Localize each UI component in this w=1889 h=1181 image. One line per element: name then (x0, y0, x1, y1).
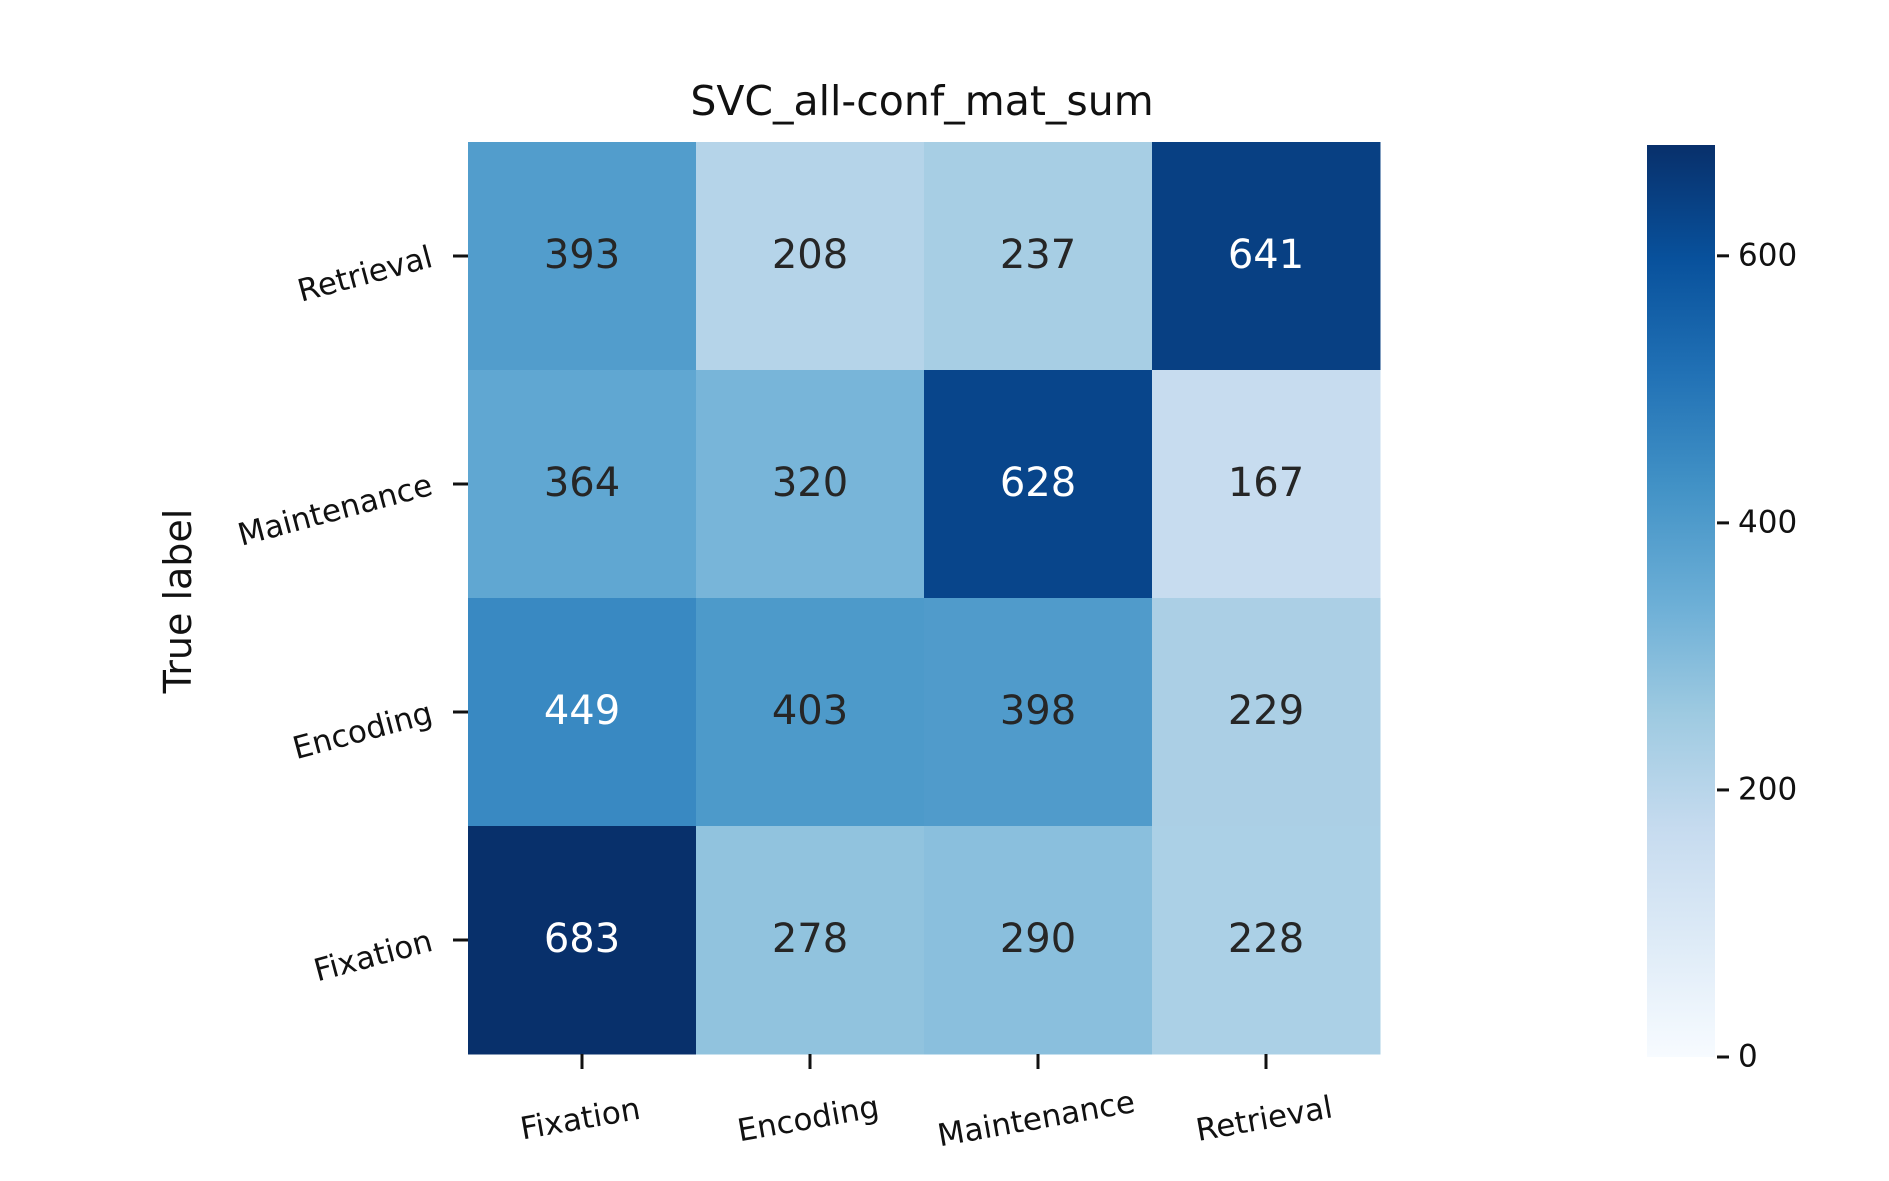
heatmap-cell (696, 826, 925, 1055)
heatmap-value-label: 449 (544, 688, 620, 734)
heatmap-value-label: 229 (1228, 688, 1304, 734)
heatmap-cell (696, 142, 925, 371)
heatmap-value-label: 237 (1000, 232, 1076, 278)
heatmap-value-label: 278 (772, 916, 848, 962)
colorbar-tick-label: 400 (1738, 504, 1797, 540)
heatmap-cell (1152, 142, 1381, 371)
colorbar-ticks: 0 200 400 600 (1717, 237, 1797, 1075)
heatmap-value-label: 167 (1228, 460, 1304, 506)
heatmap-cell (1152, 826, 1381, 1055)
heatmap-cell (1152, 598, 1381, 827)
heatmap-value-label: 364 (544, 460, 620, 506)
heatmap-value-labels: 393 208 237 641 364 320 628 167 449 403 398 229 683 2… (544, 232, 1304, 962)
y-tick-label: Retrieval (294, 239, 436, 309)
heatmap-value-label: 628 (1000, 460, 1076, 506)
y-tick-label: Maintenance (234, 467, 436, 553)
y-tick-label: Encoding (289, 695, 436, 767)
heatmap-cell (468, 826, 697, 1055)
heatmap-value-label: 208 (772, 232, 848, 278)
heatmap-value-label: 641 (1228, 232, 1304, 278)
heatmap-value-label: 398 (1000, 688, 1076, 734)
y-axis: Retrieval Maintenance Encoding Fixation (234, 239, 468, 989)
chart-title: SVC_all-conf_mat_sum (690, 77, 1153, 125)
y-axis-title: True label (156, 509, 200, 695)
heatmap-cell (468, 370, 697, 599)
heatmap-cell (696, 370, 925, 599)
colorbar-tick-label: 0 (1738, 1039, 1758, 1075)
colorbar-tick-label: 600 (1738, 237, 1797, 273)
heatmap-value-label: 403 (772, 688, 848, 734)
heatmap-value-label: 683 (544, 916, 620, 962)
colorbar-tick-label: 200 (1738, 771, 1797, 807)
heatmap-cell (924, 370, 1153, 599)
heatmap-value-label: 228 (1228, 916, 1304, 962)
x-tick-label: Retrieval (1193, 1089, 1335, 1148)
heatmap-cell (1152, 370, 1381, 599)
heatmap-cell (468, 598, 697, 827)
y-tick-label: Fixation (310, 923, 436, 989)
heatmap-cell (924, 142, 1153, 371)
heatmap-cell (924, 826, 1153, 1055)
x-tick-label: Maintenance (935, 1084, 1138, 1154)
colorbar (1647, 145, 1715, 1057)
heatmap-value-label: 320 (772, 460, 848, 506)
heatmap-value-label: 290 (1000, 916, 1076, 962)
heatmap-value-label: 393 (544, 232, 620, 278)
heatmap-cell (696, 598, 925, 827)
x-tick-label: Fixation (518, 1091, 643, 1147)
x-tick-label: Encoding (735, 1089, 882, 1149)
heatmap-cells (468, 142, 1381, 1055)
heatmap-cell (924, 598, 1153, 827)
x-axis: Fixation Encoding Maintenance Retrieval (518, 1054, 1335, 1154)
heatmap-cell (468, 142, 697, 371)
